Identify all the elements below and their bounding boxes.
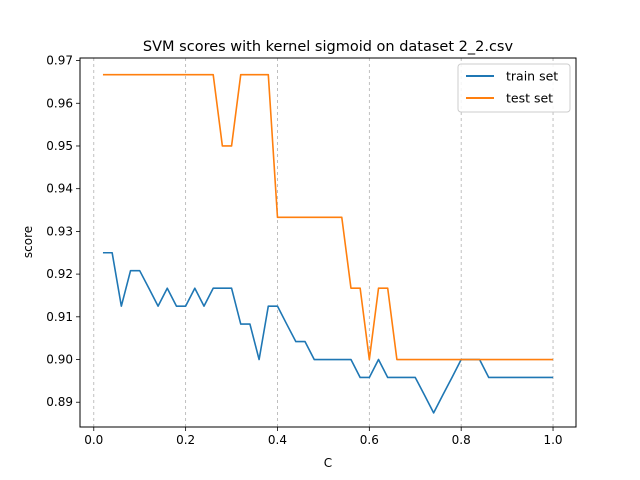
x-axis: 0.0 0.2 0.4 0.6 0.8 1.0 xyxy=(84,427,563,447)
y-tick-label: 0.94 xyxy=(46,182,73,196)
y-tick-label: 0.96 xyxy=(46,96,73,110)
legend-label-test-set: test set xyxy=(506,91,553,106)
y-tick-label: 0.95 xyxy=(46,139,73,153)
legend-label-train-set: train set xyxy=(506,69,558,84)
y-tick-label: 0.91 xyxy=(46,310,73,324)
y-tick-label: 0.93 xyxy=(46,224,73,238)
x-tick-label: 0.4 xyxy=(268,433,287,447)
y-tick-label: 0.97 xyxy=(46,54,73,68)
chart-title: SVM scores with kernel sigmoid on datase… xyxy=(143,39,514,55)
x-axis-label: C xyxy=(324,456,332,470)
y-axis: 0.89 0.90 0.91 0.92 0.93 0.94 0.95 0.96 0.97 xyxy=(46,54,80,409)
y-axis-label: score xyxy=(21,226,35,258)
plot-frame xyxy=(79,57,577,428)
legend: train set test set xyxy=(457,63,571,113)
y-tick-label: 0.92 xyxy=(46,267,73,281)
y-tick-label: 0.90 xyxy=(46,353,73,367)
x-tick-label: 0.6 xyxy=(360,433,379,447)
series-line-test-set xyxy=(102,73,554,361)
series-lines xyxy=(102,73,554,414)
x-tick-label: 1.0 xyxy=(543,433,562,447)
x-tick-label: 0.0 xyxy=(84,433,103,447)
y-tick-label: 0.89 xyxy=(46,395,73,409)
x-tick-label: 0.2 xyxy=(176,433,195,447)
x-gridlines xyxy=(93,58,554,427)
x-tick-label: 0.8 xyxy=(452,433,471,447)
